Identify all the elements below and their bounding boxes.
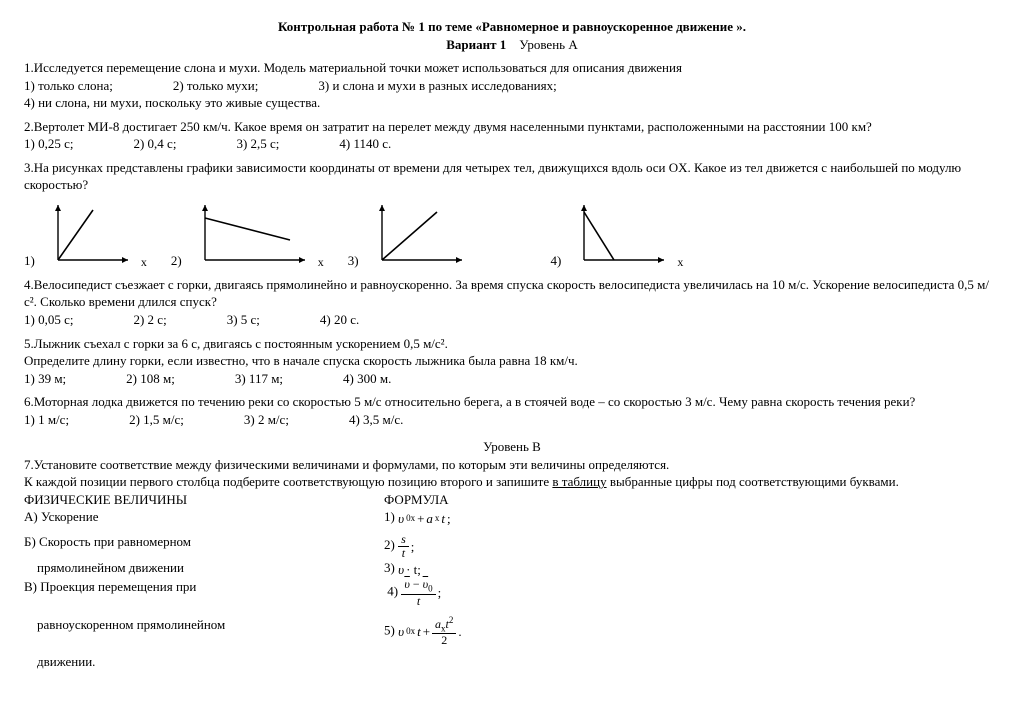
graph-4: 4) x (551, 200, 684, 270)
graph-2-x: x (318, 254, 324, 270)
q4-opt3: 3) 5 с; (227, 311, 260, 329)
match-C2: равноускоренном прямолинейном (24, 616, 384, 647)
q7-l2a: К каждой позиции первого столбца подбери… (24, 474, 552, 489)
match-row-2: Б) Скорость при равномерном 2) st ; (24, 533, 1000, 559)
q5-opt4: 4) 300 м. (343, 370, 391, 388)
q4-opt1: 1) 0,05 с; (24, 311, 73, 329)
graph-2-svg (190, 200, 310, 270)
question-5: 5.Лыжник съехал с горки за 6 с, двигаясь… (24, 335, 1000, 388)
match-headers: ФИЗИЧЕСКИЕ ВЕЛИЧИНЫ ФОРМУЛА (24, 491, 1000, 509)
q6-opt2: 2) 1,5 м/с; (129, 411, 184, 429)
q2-opt2: 2) 0,4 с; (133, 135, 176, 153)
variant-label: Вариант 1 (446, 37, 506, 52)
q2-opt4: 4) 1140 с. (339, 135, 391, 153)
f5-prefix: 5) (384, 622, 398, 637)
graph-4-x: x (677, 254, 683, 270)
q1-opt3: 3) и слона и мухи в разных исследованиях… (318, 77, 556, 95)
q2-opt3: 3) 2,5 с; (236, 135, 279, 153)
formula-1: 1) υ0x + axt ; (384, 508, 1000, 527)
question-7: 7.Установите соответствие между физическ… (24, 456, 1000, 671)
match-B1: Б) Скорость при равномерном (24, 533, 384, 559)
q6-opt4: 4) 3,5 м/с. (349, 411, 403, 429)
q2-options: 1) 0,25 с; 2) 0,4 с; 3) 2,5 с; 4) 1140 с… (24, 135, 1000, 153)
q2-text: 2.Вертолет МИ-8 достигает 250 км/ч. Како… (24, 118, 1000, 136)
match-row-5: равноускоренном прямолинейном 5) υ0xt + … (24, 616, 1000, 647)
level-b-label: Уровень В (24, 438, 1000, 456)
question-1: 1.Исследуется перемещение слона и мухи. … (24, 59, 1000, 112)
q7-line1: 7.Установите соответствие между физическ… (24, 456, 1000, 474)
match-C1: В) Проекция перемещения при (24, 578, 384, 607)
q1-options: 1) только слона; 2) только мухи; 3) и сл… (24, 77, 1000, 95)
formula-3: 3) υ · t; (384, 559, 1000, 578)
question-3: 3.На рисунках представлены графики завис… (24, 159, 1000, 270)
formula-2: 2) st ; (384, 533, 1000, 559)
graph-4-num: 4) (551, 252, 562, 270)
question-2: 2.Вертолет МИ-8 достигает 250 км/ч. Како… (24, 118, 1000, 153)
q2-opt1: 1) 0,25 с; (24, 135, 73, 153)
q6-opt3: 3) 2 м/с; (244, 411, 289, 429)
q5-line1: 5.Лыжник съехал с горки за 6 с, двигаясь… (24, 335, 1000, 353)
q4-opt2: 2) 2 с; (133, 311, 166, 329)
q3-graphs: 1) x 2) x 3) (24, 200, 1000, 270)
graph-1-x: x (141, 254, 147, 270)
doc-title: Контрольная работа № 1 по теме «Равномер… (24, 18, 1000, 36)
match-row-3: прямолинейном движении 3) υ · t; (24, 559, 1000, 578)
q1-opt2: 2) только мухи; (173, 77, 259, 95)
doc-subtitle: Вариант 1 Уровень А (24, 36, 1000, 54)
f4-prefix: 4) (387, 584, 401, 599)
q6-text: 6.Моторная лодка движется по течению рек… (24, 393, 1000, 411)
graph-4-svg (569, 200, 669, 270)
match-row-6: движении. (24, 653, 1000, 671)
q5-options: 1) 39 м; 2) 108 м; 3) 117 м; 4) 300 м. (24, 370, 1000, 388)
match-A: А) Ускорение (24, 508, 384, 527)
match-B2: прямолинейном движении (24, 559, 384, 578)
q4-options: 1) 0,05 с; 2) 2 с; 3) 5 с; 4) 20 с. (24, 311, 1000, 329)
q1-opt4: 4) ни слона, ни мухи, поскольку это живы… (24, 94, 1000, 112)
q1-opt1: 1) только слона; (24, 77, 113, 95)
graph-3: 3) (348, 200, 467, 270)
f1-prefix: 1) (384, 509, 398, 524)
graph-1-svg (43, 200, 133, 270)
match-row-4: В) Проекция перемещения при 4) υ − υ0t ; (24, 578, 1000, 607)
q7-l2b: в таблицу (552, 474, 606, 489)
formula-4: 4) υ − υ0t ; (384, 578, 1000, 607)
question-6: 6.Моторная лодка движется по течению рек… (24, 393, 1000, 428)
graph-3-svg (367, 200, 467, 270)
q5-opt3: 3) 117 м; (235, 370, 283, 388)
f3-prefix: 3) (384, 560, 398, 575)
q3-text: 3.На рисунках представлены графики завис… (24, 159, 1000, 194)
match-row-1: А) Ускорение 1) υ0x + axt ; (24, 508, 1000, 527)
graph-1: 1) x (24, 200, 147, 270)
q7-l2c: выбранные цифры под соответствующими бук… (607, 474, 899, 489)
q1-text: 1.Исследуется перемещение слона и мухи. … (24, 59, 1000, 77)
match-C3: движении. (24, 653, 384, 671)
q6-opt1: 1) 1 м/с; (24, 411, 69, 429)
q7-line2: К каждой позиции первого столбца подбери… (24, 473, 1000, 491)
graph-2-num: 2) (171, 252, 182, 270)
q5-opt1: 1) 39 м; (24, 370, 66, 388)
formula-5: 5) υ0xt + axt22 . (384, 616, 1000, 647)
q6-options: 1) 1 м/с; 2) 1,5 м/с; 3) 2 м/с; 4) 3,5 м… (24, 411, 1000, 429)
graph-2: 2) x (171, 200, 324, 270)
q5-opt2: 2) 108 м; (126, 370, 175, 388)
left-column-head: ФИЗИЧЕСКИЕ ВЕЛИЧИНЫ (24, 491, 384, 509)
level-a-label: Уровень А (519, 37, 577, 52)
graph-3-num: 3) (348, 252, 359, 270)
f2-prefix: 2) (384, 537, 398, 552)
q5-line2: Определите длину горки, если известно, ч… (24, 352, 1000, 370)
right-column-head: ФОРМУЛА (384, 491, 1000, 509)
question-4: 4.Велосипедист съезжает с горки, двигаяс… (24, 276, 1000, 329)
q4-opt4: 4) 20 с. (320, 311, 359, 329)
graph-1-num: 1) (24, 252, 35, 270)
q4-text: 4.Велосипедист съезжает с горки, двигаяс… (24, 276, 1000, 311)
